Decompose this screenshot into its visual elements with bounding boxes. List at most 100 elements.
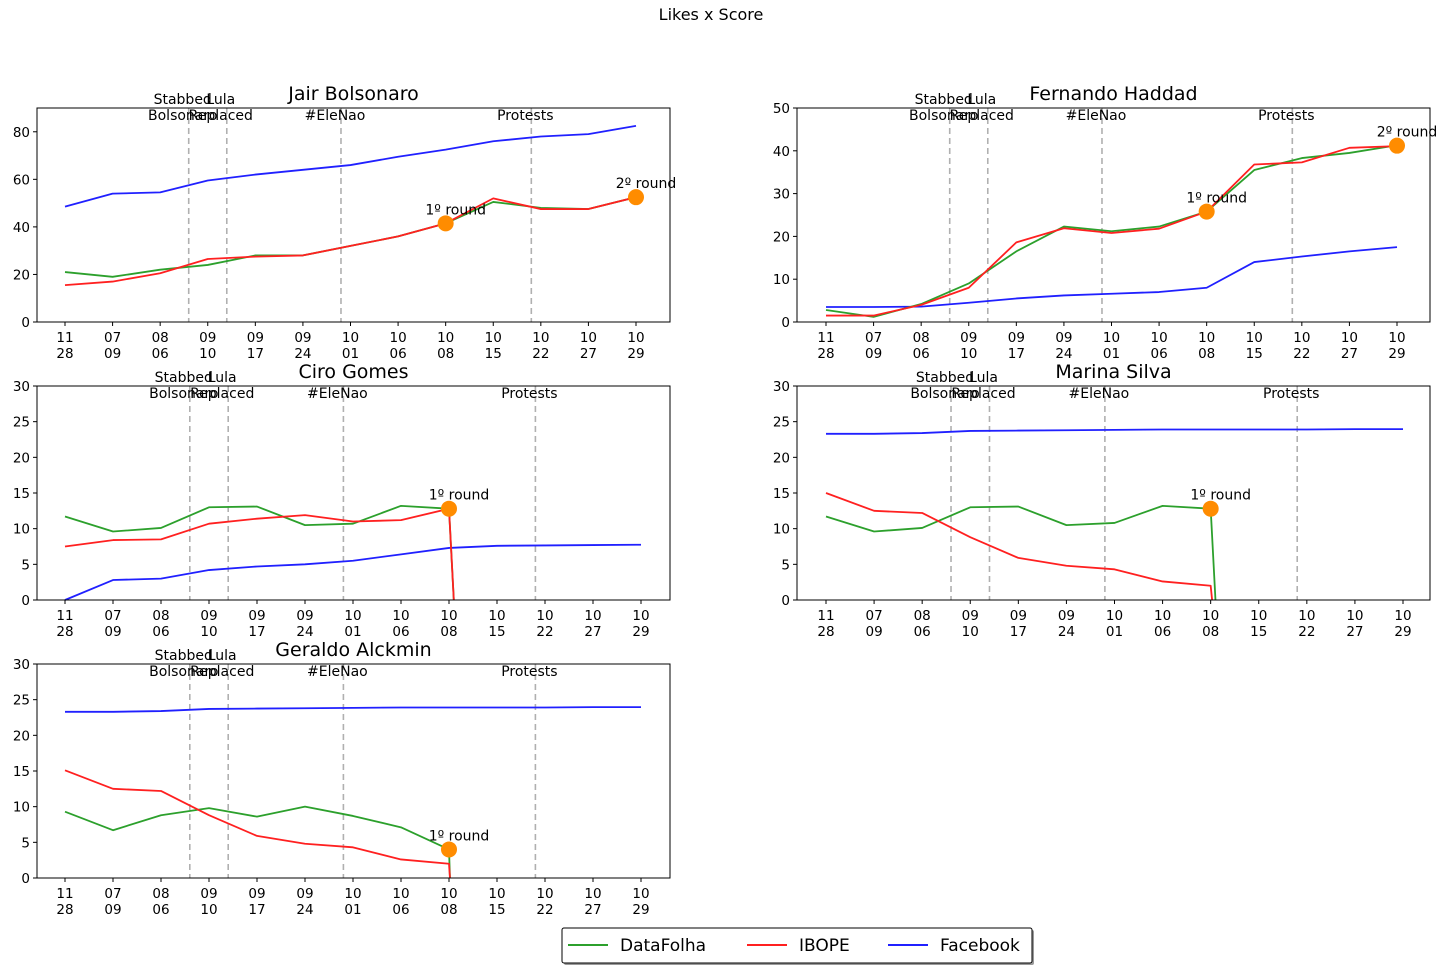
- figure-title: Likes x Score: [659, 5, 764, 24]
- x-tick-label: 10 27: [584, 608, 601, 640]
- y-tick-label: 0: [781, 593, 790, 609]
- y-tick-label: 15: [13, 764, 30, 780]
- x-tick-label: 07 09: [104, 608, 121, 640]
- event-label: Replaced: [189, 108, 253, 124]
- y-tick-label: 5: [21, 835, 30, 851]
- series-line: [64, 769, 451, 879]
- y-tick-label: 25: [773, 415, 790, 431]
- y-tick-label: 0: [21, 593, 30, 609]
- x-tick-label: 10 22: [1293, 330, 1310, 362]
- event-label: Lula: [967, 92, 996, 108]
- x-tick-label: 09 17: [1008, 330, 1025, 362]
- y-tick-label: 15: [13, 486, 30, 502]
- chart-title: Geraldo Alckmin: [275, 639, 431, 661]
- x-tick-label: 10 22: [536, 608, 553, 640]
- chart-title: Ciro Gomes: [298, 361, 408, 383]
- legend: DataFolha IBOPE Facebook: [561, 927, 1034, 965]
- data-point: [1202, 500, 1219, 517]
- x-tick-label: 08 06: [152, 608, 169, 640]
- chart-panel: Jair Bolsonaro StabbedBolsonaroLulaReplac…: [13, 83, 676, 362]
- x-tick-label: 11 28: [817, 330, 834, 362]
- event-label: Lula: [969, 370, 998, 386]
- event-label: Protests: [501, 386, 557, 402]
- event-label: Stabbed: [154, 92, 212, 108]
- annotation: 2º round: [616, 176, 677, 192]
- x-tick-label: 09 17: [248, 886, 265, 918]
- chart-title: Marina Silva: [1055, 361, 1171, 383]
- event-label: Bolsonaro: [148, 108, 217, 124]
- x-tick-label: 10 08: [1198, 330, 1215, 362]
- y-tick-label: 30: [773, 187, 790, 203]
- event-label: #EleNao: [307, 386, 368, 402]
- y-tick-label: 25: [13, 693, 30, 709]
- x-tick-label: 10 27: [584, 886, 601, 918]
- series-line: [826, 428, 1403, 435]
- series-line: [826, 145, 1398, 317]
- x-tick-label: 10 15: [1250, 608, 1267, 640]
- series-line: [64, 196, 637, 287]
- series-line: [64, 805, 451, 879]
- x-tick-label: 11 28: [56, 886, 73, 918]
- x-tick-label: 10 08: [440, 886, 457, 918]
- x-tick-label: 10 27: [580, 330, 597, 362]
- annotation: 1º round: [429, 488, 490, 504]
- x-tick-label: 09 10: [200, 608, 217, 640]
- y-tick-label: 80: [13, 125, 30, 141]
- data-point: [441, 500, 457, 517]
- y-tick-label: 50: [773, 101, 790, 117]
- annotation: 1º round: [425, 202, 486, 218]
- y-tick-label: 10: [13, 522, 30, 538]
- event-label: Stabbed: [155, 648, 213, 664]
- event-label: Lula: [206, 92, 235, 108]
- x-tick-label: 10 22: [1298, 608, 1315, 640]
- annotation: 1º round: [429, 828, 490, 844]
- event-label: Stabbed: [915, 92, 973, 108]
- y-tick-label: 15: [773, 486, 790, 502]
- data-point: [437, 215, 454, 232]
- x-tick-label: 09 17: [247, 330, 264, 362]
- y-tick-label: 20: [13, 728, 30, 744]
- y-tick-label: 20: [773, 450, 790, 466]
- plot-frame: [36, 663, 671, 879]
- x-tick-label: 09 10: [960, 330, 977, 362]
- y-tick-label: 20: [13, 267, 30, 283]
- annotation: 2º round: [1377, 125, 1438, 141]
- event-label: Stabbed: [916, 370, 974, 386]
- series-line: [826, 246, 1398, 308]
- y-tick-label: 20: [13, 450, 30, 466]
- y-tick-label: 5: [21, 557, 30, 573]
- plot-frame: [796, 385, 1431, 601]
- x-tick-label: 10 01: [342, 330, 359, 362]
- x-tick-label: 09 10: [199, 330, 216, 362]
- annotation: 1º round: [1190, 488, 1251, 504]
- x-tick-label: 10 27: [1341, 330, 1358, 362]
- x-tick-label: 10 08: [437, 330, 454, 362]
- series-line: [64, 124, 637, 208]
- event-label: #EleNao: [305, 108, 366, 124]
- x-tick-label: 09 24: [1055, 330, 1072, 362]
- x-tick-label: 10 29: [1388, 330, 1405, 362]
- chart-panel: Geraldo Alckmin StabbedBolsonaroLulaRepla…: [13, 639, 671, 918]
- event-label: Replaced: [950, 108, 1014, 124]
- x-tick-label: 09 24: [294, 330, 311, 362]
- x-tick-label: 11 28: [817, 608, 834, 640]
- x-tick-label: 09 10: [962, 608, 979, 640]
- x-tick-label: 10 06: [392, 886, 409, 918]
- x-tick-label: 10 01: [1106, 608, 1123, 640]
- x-tick-label: 10 15: [488, 608, 505, 640]
- y-tick-label: 10: [773, 272, 790, 288]
- x-tick-label: 10 06: [1154, 608, 1171, 640]
- x-tick-label: 09 10: [200, 886, 217, 918]
- event-label: Replaced: [190, 664, 254, 680]
- data-point: [1198, 203, 1215, 220]
- event-label: Protests: [497, 108, 553, 124]
- event-label: Replaced: [951, 386, 1015, 402]
- y-tick-label: 5: [781, 557, 790, 573]
- y-tick-label: 0: [21, 315, 30, 331]
- data-point: [1389, 137, 1405, 154]
- event-label: Bolsonaro: [910, 386, 979, 402]
- legend-label: Facebook: [940, 936, 1020, 956]
- x-tick-label: 10 29: [1394, 608, 1411, 640]
- y-tick-label: 10: [773, 522, 790, 538]
